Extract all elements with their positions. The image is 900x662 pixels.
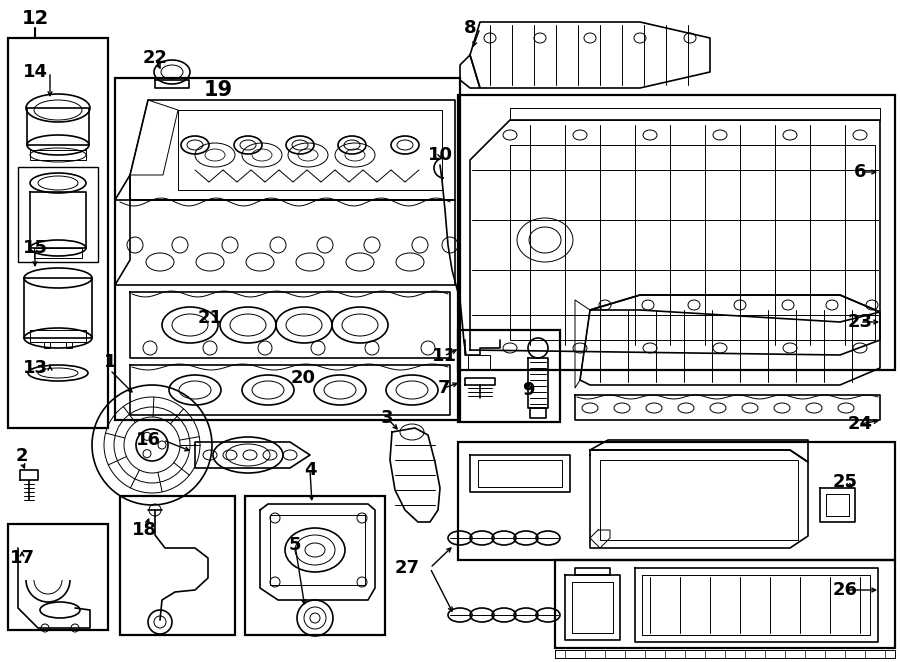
Text: 17: 17 xyxy=(10,549,34,567)
Bar xyxy=(245,496,385,635)
Text: 6: 6 xyxy=(854,163,866,181)
Text: 27: 27 xyxy=(394,559,419,577)
Text: 4: 4 xyxy=(304,461,316,479)
Text: 25: 25 xyxy=(832,473,858,491)
Text: 1: 1 xyxy=(104,353,116,371)
Bar xyxy=(458,95,895,370)
Text: 3: 3 xyxy=(381,409,393,427)
Bar xyxy=(8,38,108,428)
Text: 23: 23 xyxy=(848,313,872,331)
Text: 11: 11 xyxy=(431,347,456,365)
Text: 9: 9 xyxy=(522,381,535,399)
Text: 13: 13 xyxy=(22,359,48,377)
Text: 21: 21 xyxy=(197,309,222,327)
Text: 24: 24 xyxy=(848,415,872,433)
Text: 16: 16 xyxy=(136,431,160,449)
Text: 22: 22 xyxy=(142,49,167,67)
Text: 8: 8 xyxy=(464,19,476,37)
Bar xyxy=(458,330,560,422)
Text: 7: 7 xyxy=(437,379,450,397)
Text: 18: 18 xyxy=(132,521,157,539)
Bar xyxy=(555,560,895,648)
Bar xyxy=(120,496,235,635)
Text: 20: 20 xyxy=(291,369,316,387)
Text: 10: 10 xyxy=(428,146,453,164)
Text: 26: 26 xyxy=(832,581,858,599)
Text: 19: 19 xyxy=(203,80,232,100)
Bar xyxy=(115,78,460,420)
Text: 5: 5 xyxy=(289,536,302,554)
Text: 15: 15 xyxy=(22,239,48,257)
Text: 2: 2 xyxy=(16,447,28,465)
Text: 12: 12 xyxy=(22,9,49,28)
Bar xyxy=(18,167,98,262)
Bar xyxy=(458,442,895,560)
Text: 14: 14 xyxy=(22,63,48,81)
Bar xyxy=(8,524,108,630)
